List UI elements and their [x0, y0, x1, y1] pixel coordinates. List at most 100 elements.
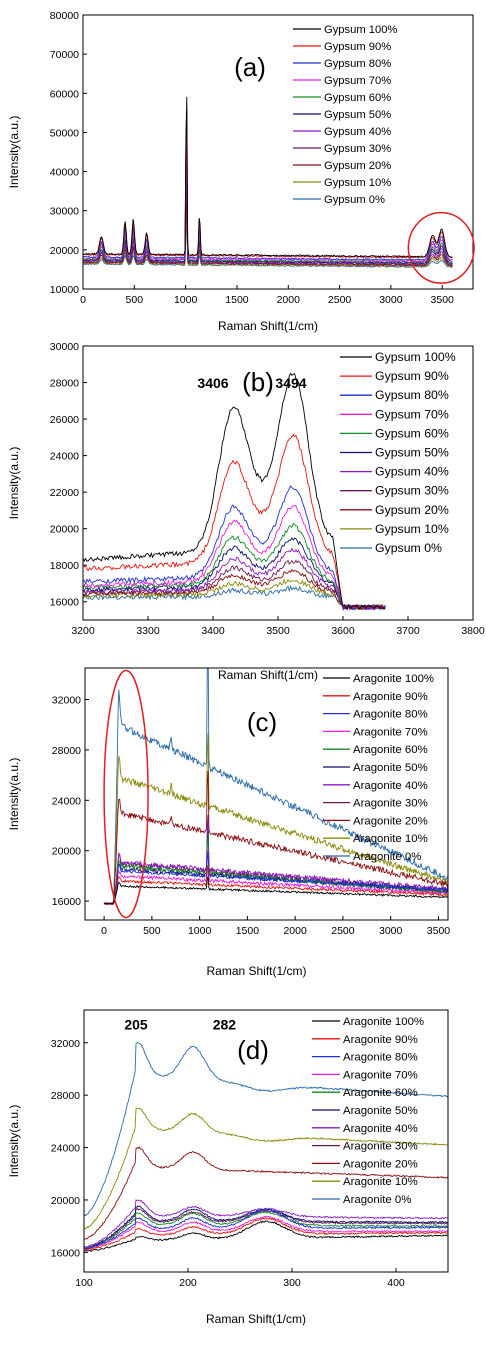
y-tick-label: 24000 [50, 451, 79, 463]
x-axis-label: Raman Shift(1/cm) [206, 1312, 306, 1326]
legend-entry: Gypsum 70% [375, 407, 449, 421]
x-axis-label: Raman Shift(1/cm) [218, 668, 318, 682]
y-tick-label: 50000 [50, 127, 79, 139]
x-tick-label: 3500 [431, 294, 455, 306]
legend-entry: Aragonite 90% [343, 1034, 418, 1046]
legend-entry: Aragonite 50% [343, 1105, 418, 1117]
y-tick-label: 20000 [50, 245, 79, 257]
y-tick-label: 18000 [50, 560, 79, 572]
legend-entry: Gypsum 0% [324, 194, 385, 206]
x-tick-label: 3700 [396, 625, 420, 637]
x-tick-label: 0 [80, 294, 86, 306]
y-tick-label: 24000 [51, 1143, 80, 1155]
series-line-b-8 [83, 568, 386, 612]
legend-entry: Aragonite 10% [353, 833, 428, 845]
x-tick-label: 3400 [201, 625, 225, 637]
legend-entry: Gypsum 20% [324, 160, 391, 172]
series-line-d-0 [84, 1220, 448, 1252]
y-tick-label: 28000 [51, 1090, 80, 1102]
series-line-c-8 [103, 770, 448, 905]
legend-entry: Gypsum 0% [375, 541, 442, 555]
legend-entry: Aragonite 70% [353, 726, 428, 738]
y-axis-label: Intensity(a.u.) [7, 447, 21, 520]
legend-entry: Gypsum 20% [375, 503, 449, 517]
legend-entry: Aragonite 70% [343, 1069, 418, 1081]
legend-entry: Aragonite 100% [343, 1016, 424, 1028]
series-lines [83, 372, 386, 612]
legend-entry: Aragonite 10% [343, 1176, 418, 1188]
panel-label: (d) [237, 1035, 269, 1065]
legend-entry: Aragonite 0% [353, 851, 421, 863]
x-tick-label: 3500 [427, 925, 451, 937]
highlight-ellipse [407, 211, 475, 284]
legend-entry: Gypsum 50% [375, 446, 449, 460]
legend-entry: Aragonite 90% [353, 691, 428, 703]
series-line-d-3 [84, 1215, 448, 1250]
series-lines [84, 1041, 448, 1252]
highlight-ellipse [103, 669, 149, 919]
panel-b: 3200 3300 3400 3500 3600 3700 3800 16000 18000 20… [7, 341, 485, 682]
x-tick-label: 2500 [328, 294, 352, 306]
series-line-a-6 [83, 174, 453, 265]
y-tick-label: 30000 [50, 206, 79, 218]
x-axis-label: Raman Shift(1/cm) [206, 964, 306, 978]
series-lines [83, 96, 453, 269]
legend-entry: Aragonite 80% [353, 709, 428, 721]
x-tick-label: 3800 [461, 625, 485, 637]
x-tick-label: 1500 [225, 294, 249, 306]
legend-entry: Aragonite 40% [353, 780, 428, 792]
series-line-b-5 [83, 537, 386, 611]
legend-entry: Gypsum 50% [324, 109, 391, 121]
peak-annotation: 282 [213, 1017, 237, 1033]
series-line-d-8 [84, 1146, 448, 1240]
y-tick-label: 20000 [50, 524, 79, 536]
y-tick-label: 26000 [50, 414, 79, 426]
plot-frame [82, 14, 474, 290]
series-line-a-2 [83, 123, 453, 262]
legend: Gypsum 100% Gypsum 90% Gypsum 80% Gypsum 70… [340, 350, 456, 555]
legend-entry: Gypsum 100% [324, 24, 397, 36]
series-line-d-9 [84, 1107, 448, 1230]
y-tick-label: 40000 [50, 167, 79, 179]
x-tick-label: 3000 [379, 925, 403, 937]
legend-entry: Aragonite 60% [343, 1087, 418, 1099]
series-line-d-4 [84, 1210, 448, 1250]
y-tick-label: 60000 [50, 88, 79, 100]
plot-frame [84, 667, 449, 921]
y-tick-label: 70000 [50, 49, 79, 61]
series-line-c-0 [103, 876, 448, 905]
legend-entry: Aragonite 0% [343, 1194, 411, 1206]
series-line-a-1 [83, 109, 453, 259]
x-tick-label: 500 [126, 294, 144, 306]
legend: Aragonite 100% Aragonite 90% Aragonite 80%… [323, 673, 434, 863]
panel-c: 0 500 1000 1500 2000 2500 3000 3500 16000 20000 24… [7, 667, 451, 978]
y-tick-label: 32000 [52, 695, 81, 707]
x-tick-label: 500 [143, 925, 161, 937]
y-axis-label: Intensity(a.u.) [7, 758, 21, 831]
series-line-b-7 [83, 559, 386, 610]
legend-entry: Gypsum 80% [375, 388, 449, 402]
x-tick-label: 1000 [188, 925, 212, 937]
series-line-d-7 [84, 1207, 448, 1250]
y-tick-label: 30000 [50, 341, 79, 353]
series-line-d-10 [84, 1041, 448, 1217]
legend-entry: Gypsum 10% [324, 177, 391, 189]
legend-entry: Aragonite 30% [343, 1141, 418, 1153]
series-line-b-0 [83, 372, 386, 611]
series-line-b-1 [83, 433, 386, 610]
legend-entry: Aragonite 40% [343, 1123, 418, 1135]
x-tick-label: 1000 [174, 294, 198, 306]
x-tick-label: 2500 [331, 925, 355, 937]
legend-entry: Gypsum 60% [324, 92, 391, 104]
legend-entry: Aragonite 100% [353, 673, 434, 685]
legend-entry: Gypsum 10% [375, 522, 449, 536]
y-tick-label: 28000 [50, 378, 79, 390]
series-line-d-2 [84, 1208, 448, 1250]
series-line-b-3 [83, 504, 386, 611]
x-tick-label: 3500 [266, 625, 290, 637]
legend: Aragonite 100% Aragonite 90% Aragonite 80%… [312, 1016, 424, 1206]
legend: Gypsum 100% Gypsum 90% Gypsum 80% Gypsum 70… [293, 24, 397, 206]
y-tick-label: 16000 [51, 1247, 80, 1259]
legend-entry: Aragonite 80% [343, 1052, 418, 1064]
legend-entry: Gypsum 30% [375, 484, 449, 498]
